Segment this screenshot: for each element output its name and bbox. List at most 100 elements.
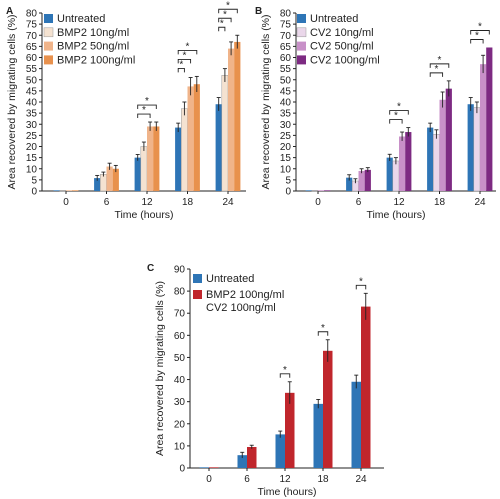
y-tick-label: 35 [280,109,292,120]
x-tick-label: 18 [317,474,329,485]
x-tick-label: 24 [355,474,367,485]
legend-label: CV2 50ng/ml [310,41,374,53]
x-tick-label: 6 [244,474,250,485]
significance-star: * [321,323,325,334]
significance-star: * [438,55,442,66]
y-tick-label: 35 [26,109,38,120]
x-axis-label: Time (hours) [257,486,316,498]
x-tick-label: 0 [315,197,321,208]
significance-bracket [429,72,444,77]
legend-label: Untreated [57,13,105,25]
bar [153,126,160,191]
legend-swatch [43,27,54,38]
bar [358,170,365,191]
legend-label: BMP2 100ng/ml [57,54,135,66]
legend-swatch [44,41,53,51]
y-tick-label: 15 [280,153,292,164]
bar [399,136,406,191]
bar [234,41,241,191]
bar [405,132,412,191]
x-tick-label: 12 [279,474,291,485]
bar [439,99,446,191]
significance-star: * [283,365,287,376]
bar [392,160,400,192]
legend-swatch [296,27,307,38]
y-tick-label: 75 [280,20,292,31]
y-tick-label: 45 [280,86,292,97]
significance-star: * [475,30,479,41]
y-tick-label: 50 [280,75,292,86]
panel-label: C [147,263,154,274]
y-tick-label: 65 [280,42,292,53]
significance-bracket [218,8,238,14]
bar [467,104,474,191]
bar [324,190,331,191]
legend-swatch [44,55,53,65]
y-tick-label: 40 [26,98,38,109]
y-tick-label: 70 [26,31,38,42]
significance-bracket [470,30,490,35]
bar [285,392,295,468]
bar [445,88,452,191]
significance-star: * [145,96,149,107]
bar [351,381,361,468]
bar [313,403,323,468]
significance-bracket [218,26,226,32]
bar [193,84,200,191]
legend-swatch [297,41,306,51]
x-tick-label: 18 [434,197,446,208]
y-tick-label: 80 [26,9,38,20]
significance-star: * [220,18,224,29]
y-tick-label: 10 [26,164,38,175]
y-tick-label: 5 [31,175,37,186]
bar [106,166,113,191]
y-tick-label: 60 [26,53,38,64]
bar [305,190,312,191]
x-tick-label: 12 [393,197,405,208]
legend-label: Untreated [206,273,254,285]
significance-star: * [226,0,230,11]
y-tick-label: 70 [280,31,292,42]
significance-bracket [317,331,329,336]
significance-star: * [478,21,482,32]
bar [221,75,229,192]
y-tick-label: 80 [280,9,292,20]
bar [59,190,67,192]
bar [275,434,285,468]
bar [181,108,188,192]
significance-bracket [355,284,367,290]
y-axis-label: Area recovered by migrating cells (%) [260,14,272,189]
bar [361,306,371,468]
significance-bracket [389,119,403,124]
x-tick-label: 24 [222,197,234,208]
significance-bracket [389,110,409,115]
y-tick-label: 80 [174,287,186,298]
x-tick-label: 6 [356,197,362,208]
bar [480,64,487,191]
y-axis-label: Area recovered by migrating cells (%) [154,281,166,456]
legend-label: Untreated [310,13,358,25]
panel-label: A [6,6,13,17]
bar [237,455,247,468]
y-tick-label: 60 [280,53,292,64]
panel-label: B [255,6,262,17]
significance-bracket [177,49,198,55]
legend-label: CV2 10ng/ml [310,27,374,39]
x-tick-label: 12 [141,197,153,208]
bar [209,467,219,468]
significance-bracket [429,63,450,68]
y-tick-label: 40 [280,98,292,109]
y-tick-label: 20 [280,142,292,153]
bar [134,157,141,191]
significance-star: * [394,111,398,122]
y-tick-label: 0 [285,187,291,198]
bar [318,190,325,191]
x-tick-label: 6 [104,197,110,208]
bar [140,146,148,192]
x-axis-label: Time (hours) [366,209,425,221]
legend-label: BMP2 50ng/ml [57,41,129,53]
bar [53,190,60,191]
bar [66,190,73,191]
bar [228,48,235,191]
